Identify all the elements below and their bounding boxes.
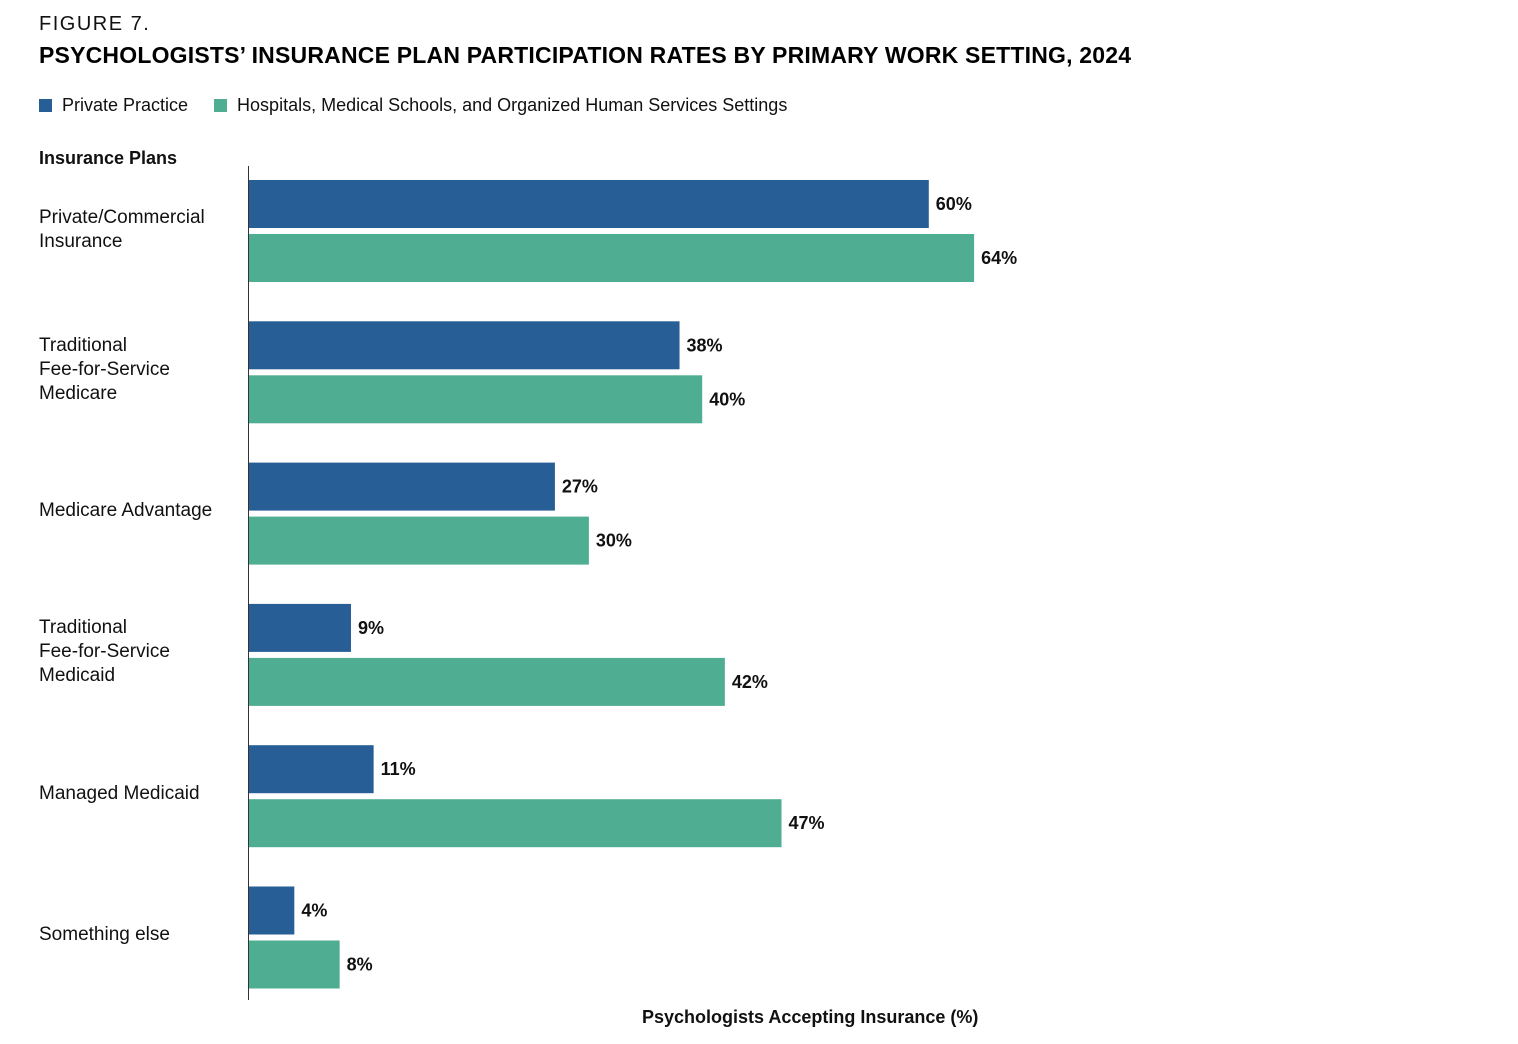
bars-group: 60% 64% 38% 40% 27% 30% 9% 42% 11% 47% 4% 8% [249, 180, 1017, 989]
bar-value-label: 47% [789, 813, 825, 833]
legend: Private Practice Hospitals, Medical Scho… [39, 95, 813, 116]
bar-hospitals-traditional-fee-for-service-medicare [249, 375, 703, 424]
legend-item-hospitals: Hospitals, Medical Schools, and Organize… [214, 95, 787, 116]
bar-value-label: 40% [709, 389, 745, 409]
bar-hospitals-something-else [249, 940, 340, 989]
category-label-ffs-medicaid: Traditional Fee-for-Service Medicaid [39, 617, 170, 686]
category-label-ffs-medicare: Traditional Fee-for-Service Medicare [39, 335, 170, 404]
bar-private-practice-something-else [249, 886, 295, 935]
category-axis-title: Insurance Plans [39, 148, 178, 168]
category-label-managed-medicaid: Managed Medicaid [39, 783, 200, 804]
chart-title: PSYCHOLOGISTS’ INSURANCE PLAN PARTICIPAT… [39, 42, 1132, 68]
bar-value-label: 64% [981, 248, 1017, 268]
bar-hospitals-managed-medicaid [249, 799, 782, 848]
bar-hospitals-private-commercial-insurance [249, 234, 975, 282]
bar-value-label: 60% [936, 194, 972, 214]
bar-value-label: 42% [732, 672, 768, 692]
category-label-something-else: Something else [39, 924, 170, 945]
bar-value-label: 4% [301, 901, 327, 921]
legend-label-hospitals: Hospitals, Medical Schools, and Organize… [237, 95, 788, 115]
bar-value-label: 38% [687, 335, 723, 355]
bar-private-practice-managed-medicaid [249, 745, 374, 794]
figure-label: FIGURE 7. [39, 13, 151, 35]
legend-label-private-practice: Private Practice [62, 95, 189, 115]
bar-hospitals-traditional-fee-for-service-medicaid [249, 657, 725, 706]
bar-value-label: 27% [562, 477, 598, 497]
legend-swatch-hospitals [214, 99, 228, 112]
bar-private-practice-traditional-fee-for-service-medicare [249, 321, 680, 370]
category-label-private-commercial: Private/Commercial Insurance [39, 207, 205, 252]
legend-item-private-practice: Private Practice [39, 95, 188, 116]
bar-value-label: 11% [381, 759, 416, 779]
bar-value-label: 30% [596, 531, 632, 551]
bar-value-label: 9% [358, 618, 384, 638]
bar-private-practice-private-commercial-insurance [249, 180, 929, 228]
bar-private-practice-medicare-advantage [249, 462, 555, 511]
bar-private-practice-traditional-fee-for-service-medicaid [249, 603, 351, 652]
category-label-medicare-advantage: Medicare Advantage [39, 500, 213, 521]
bar-hospitals-medicare-advantage [249, 516, 589, 565]
x-axis-title: Psychologists Accepting Insurance (%) [642, 1007, 979, 1027]
legend-swatch-private-practice [39, 99, 52, 112]
bar-value-label: 8% [347, 955, 373, 975]
